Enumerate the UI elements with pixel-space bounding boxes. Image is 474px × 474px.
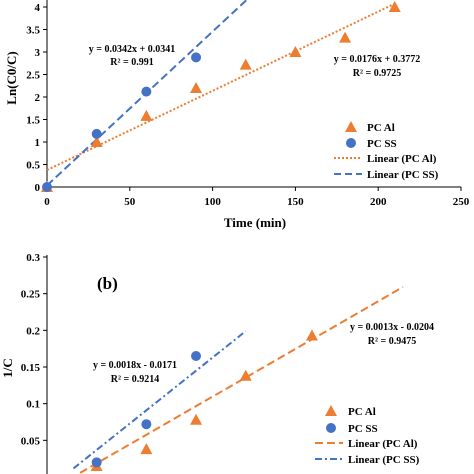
y-tick-label: 0.1 bbox=[26, 399, 40, 411]
data-point-pc-ss bbox=[191, 350, 202, 361]
x-tick-label: 50 bbox=[124, 196, 136, 208]
data-point-pc-ss bbox=[91, 128, 102, 139]
y-tick-labels: 0 0.5 1 1.5 2 2.5 3 3.5 4 bbox=[26, 2, 47, 194]
trendline-linear-pc-al bbox=[46, 2, 396, 171]
data-point-pc-al bbox=[190, 82, 203, 93]
trendline-linear-pc-ss bbox=[72, 330, 247, 470]
y-tick-label: 0.5 bbox=[26, 160, 40, 172]
x-tick-label: 100 bbox=[204, 196, 221, 208]
legend-marker-pc-al bbox=[325, 405, 337, 416]
x-axis-label: Time (min) bbox=[224, 215, 286, 230]
data-point-pc-ss bbox=[141, 419, 152, 430]
data-points bbox=[90, 329, 318, 471]
y-tick-label: 3 bbox=[35, 47, 41, 59]
legend-label-linear-pc-al: Linear (PC Al) bbox=[367, 153, 437, 165]
data-point-pc-al bbox=[239, 369, 252, 381]
data-point-pc-al bbox=[239, 58, 252, 70]
data-point-pc-ss bbox=[42, 182, 52, 192]
legend-label-linear-pc-ss: Linear (PC SS) bbox=[367, 169, 439, 181]
data-point-pc-ss bbox=[91, 457, 102, 468]
equation-pc-ss: y = 0.0342x + 0.0341 bbox=[89, 44, 175, 55]
legend-label-linear-pc-al: Linear (PC Al) bbox=[348, 438, 418, 450]
data-points bbox=[41, 1, 401, 192]
y-tick-label: 0.15 bbox=[21, 362, 41, 374]
data-point-pc-ss bbox=[191, 52, 202, 63]
y-tick-label: 0.3 bbox=[26, 252, 40, 264]
legend-marker-pc-ss bbox=[346, 138, 356, 148]
equation-pc-al: y = 0.0013x - 0.0204 bbox=[350, 322, 434, 333]
y-tick-label: 2 bbox=[35, 92, 41, 104]
legend: PC Al PC SS Linear (PC Al) Linear (PC SS… bbox=[315, 405, 420, 466]
panel-label: (b) bbox=[97, 274, 118, 293]
x-tick-label: 150 bbox=[287, 196, 304, 208]
trendlines bbox=[46, 0, 396, 187]
data-point-pc-al bbox=[140, 109, 153, 121]
y-tick-label: 3.5 bbox=[26, 25, 40, 37]
data-point-pc-al bbox=[339, 31, 352, 43]
legend-label-pc-ss: PC SS bbox=[348, 423, 378, 435]
chart-panel-b: 0.05 0.1 0.15 0.2 0.25 0.3 (b) 1/C y = 0.0018… bbox=[0, 252, 434, 474]
trendline-linear-pc-ss bbox=[46, 0, 249, 187]
equation-pc-al: y = 0.0176x + 0.3772 bbox=[334, 54, 420, 65]
equation-pc-ss: y = 0.0018x - 0.0171 bbox=[93, 360, 177, 371]
legend-label-pc-al: PC Al bbox=[348, 406, 376, 418]
x-tick-label: 0 bbox=[44, 196, 50, 208]
legend-marker-pc-ss bbox=[326, 423, 336, 433]
y-tick-label: 1.5 bbox=[26, 115, 40, 127]
r2-pc-al: R² = 0.9475 bbox=[368, 336, 416, 347]
data-point-pc-al bbox=[305, 329, 318, 341]
y-tick-label: 1 bbox=[35, 137, 41, 149]
y-tick-label: 0.25 bbox=[21, 289, 41, 301]
data-point-pc-al bbox=[190, 413, 203, 425]
y-tick-label: 4 bbox=[35, 2, 41, 14]
data-point-pc-al bbox=[90, 136, 103, 147]
x-tick-label: 250 bbox=[453, 196, 470, 208]
data-point-pc-al bbox=[388, 1, 401, 12]
legend-label-pc-ss: PC SS bbox=[367, 138, 397, 150]
y-tick-label: 0.05 bbox=[21, 435, 41, 447]
y-axis-label: 1/C bbox=[0, 358, 15, 378]
r2-pc-al: R² = 0.9725 bbox=[353, 68, 401, 79]
x-tick-labels: 0 50 100 150 200 250 bbox=[44, 187, 470, 208]
chart-panel-a: 0 50 100 150 200 250 0 0.5 1 1.5 2 2.5 3 3.5 4 Time (… bbox=[4, 0, 470, 230]
legend: PC Al PC SS Linear (PC Al) Linear (PC SS… bbox=[334, 121, 439, 181]
y-tick-labels: 0.05 0.1 0.15 0.2 0.25 0.3 bbox=[21, 252, 47, 447]
plot-frame bbox=[46, 0, 461, 188]
y-tick-label: 0.2 bbox=[26, 325, 40, 337]
legend-marker-pc-al bbox=[345, 121, 357, 132]
y-axis-label: Ln(C0/C) bbox=[4, 51, 19, 104]
y-tick-label: 2.5 bbox=[26, 70, 40, 82]
data-point-pc-ss bbox=[141, 86, 152, 97]
r2-pc-ss: R² = 0.991 bbox=[110, 57, 153, 68]
y-tick-label: 0 bbox=[35, 182, 41, 194]
r2-pc-ss: R² = 0.9214 bbox=[111, 374, 159, 385]
x-tick-label: 200 bbox=[370, 196, 387, 208]
legend-label-pc-al: PC Al bbox=[367, 122, 395, 134]
legend-label-linear-pc-ss: Linear (PC SS) bbox=[348, 454, 420, 466]
data-point-pc-al bbox=[289, 46, 302, 57]
data-point-pc-al bbox=[140, 443, 153, 455]
